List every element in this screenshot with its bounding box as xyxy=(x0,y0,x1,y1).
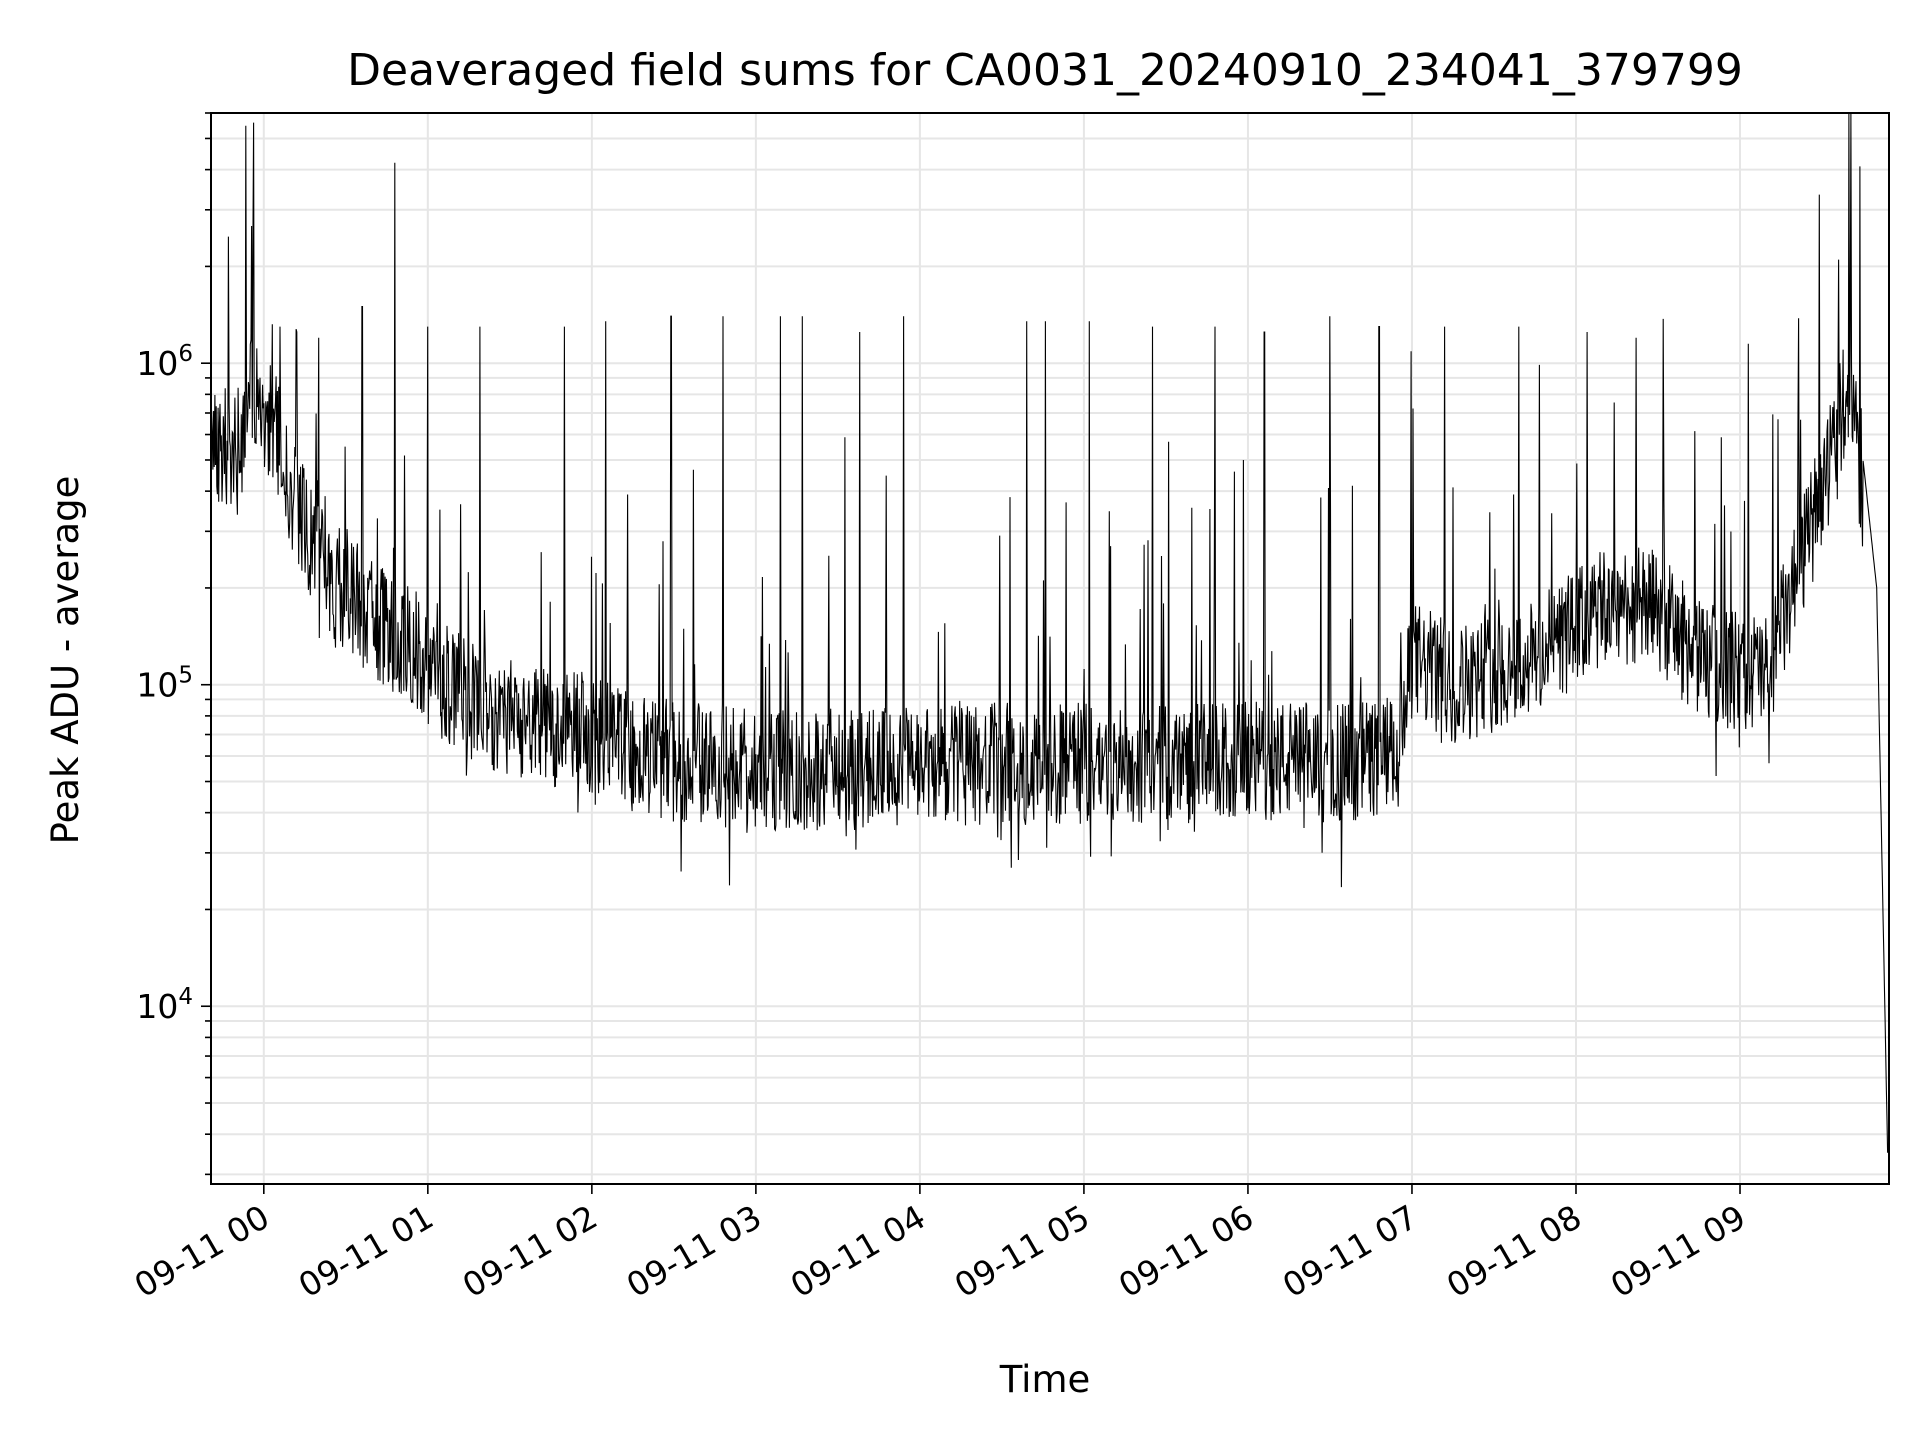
y-axis-label: Peak ADU - average xyxy=(44,476,87,845)
y-tick-label: 104 xyxy=(136,984,193,1026)
x-axis-label: Time xyxy=(999,1358,1091,1401)
x-tick-label: 09-11 05 xyxy=(948,1197,1096,1305)
x-tick-label: 09-11 03 xyxy=(620,1197,768,1305)
x-tick-label: 09-11 04 xyxy=(784,1197,932,1305)
chart-title: Deaveraged field sums for CA0031_2024091… xyxy=(347,45,1743,96)
x-axis: 09-11 00 09-11 01 09-11 02 09-11 03 09-11 04… xyxy=(128,1184,1752,1305)
axes-frame xyxy=(210,112,1890,1185)
x-tick-label: 09-11 07 xyxy=(1276,1197,1424,1305)
x-tick-label: 09-11 08 xyxy=(1440,1197,1588,1305)
x-tick-label: 09-11 01 xyxy=(292,1197,440,1305)
y-tick-label: 105 xyxy=(136,663,193,705)
y-tick-label: 106 xyxy=(136,341,193,383)
x-tick-label: 09-11 09 xyxy=(1604,1197,1752,1305)
x-tick-label: 09-11 00 xyxy=(128,1197,276,1305)
series-line xyxy=(210,112,1889,1153)
grid xyxy=(211,112,1889,1184)
x-tick-label: 09-11 06 xyxy=(1112,1197,1260,1305)
plot-area xyxy=(210,112,1889,1153)
x-tick-label: 09-11 02 xyxy=(456,1197,604,1305)
y-axis: 104 105 106 xyxy=(136,112,211,1176)
